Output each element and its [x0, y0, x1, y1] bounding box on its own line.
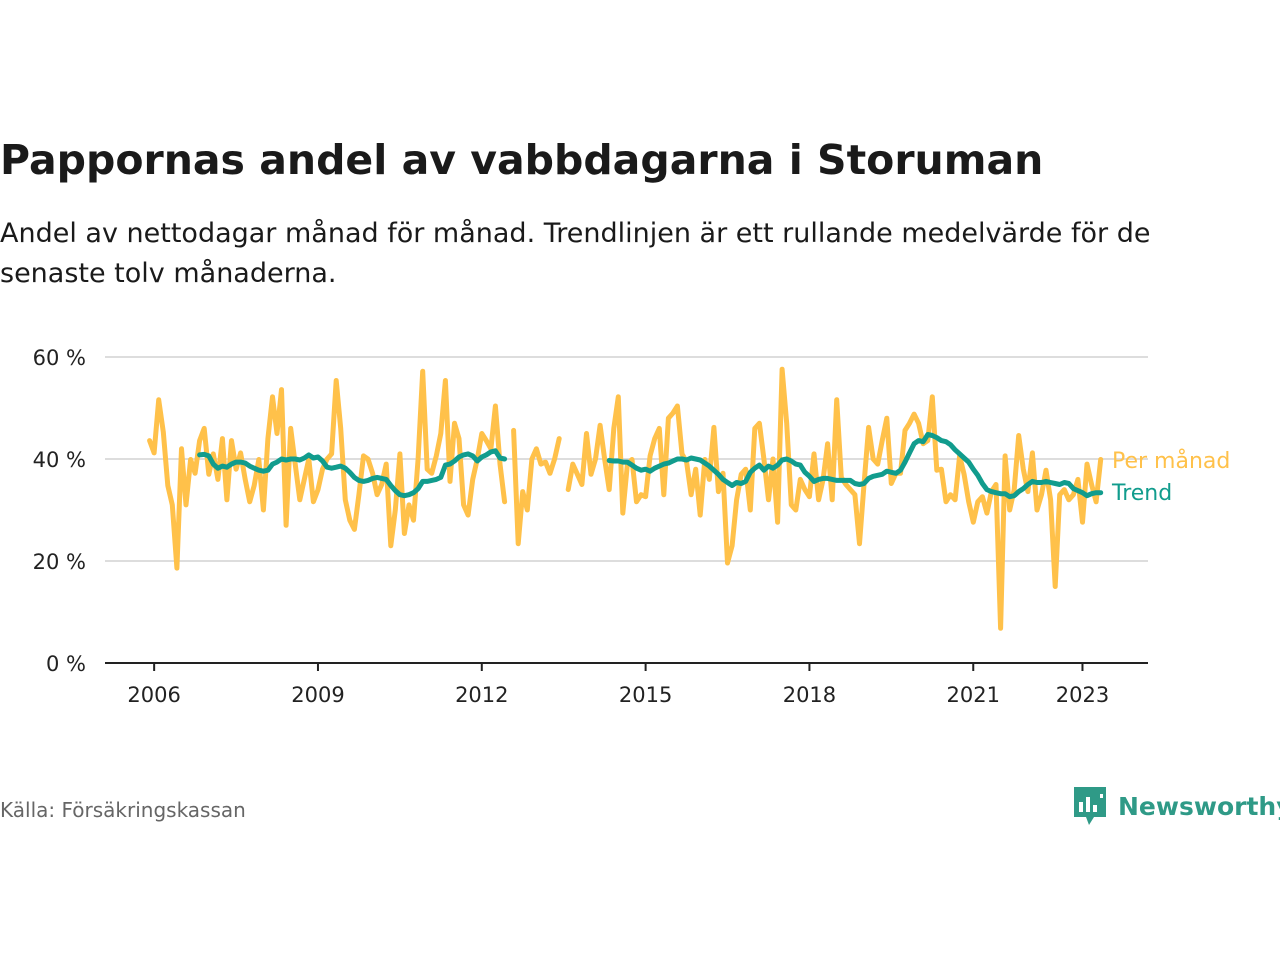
y-tick-label: 20 %	[33, 550, 86, 574]
x-tick-label: 2012	[455, 683, 508, 707]
legend: Per månad Trend	[1111, 448, 1230, 506]
x-tick-label: 2015	[619, 683, 672, 707]
legend-label-monthly: Per månad	[1112, 448, 1230, 474]
y-tick-label: 0 %	[46, 652, 86, 676]
chart-title: Pappornas andel av vabbdagarna i Storuma…	[0, 136, 1044, 184]
gridlines	[105, 356, 1148, 562]
bar-chart-speech-bubble-icon	[1074, 787, 1106, 825]
x-tick-label: 2021	[947, 683, 1000, 707]
axes: 0 % 20 % 40 % 60 % 2006 2009 2012 2015 2018 2021 2…	[33, 346, 1148, 707]
source-note: Källa: Försäkringskassan	[0, 798, 246, 822]
series-line-monthly	[147, 366, 1104, 631]
legend-label-trend: Trend	[1111, 481, 1172, 506]
x-tick-label: 2023	[1056, 683, 1109, 707]
x-tick-label: 2018	[783, 683, 836, 707]
x-tick-label: 2006	[127, 683, 180, 707]
series-line-trend	[197, 432, 1104, 500]
brand-logo[interactable]: Newsworthy	[1072, 784, 1280, 828]
y-tick-label: 60 %	[33, 346, 86, 370]
y-tick-label: 40 %	[33, 448, 86, 472]
x-tick-label: 2009	[291, 683, 344, 707]
brand-name: Newsworthy	[1118, 791, 1280, 821]
chart-subtitle: Andel av nettodagar månad för månad. Tre…	[0, 218, 1151, 289]
series-group	[147, 366, 1104, 631]
